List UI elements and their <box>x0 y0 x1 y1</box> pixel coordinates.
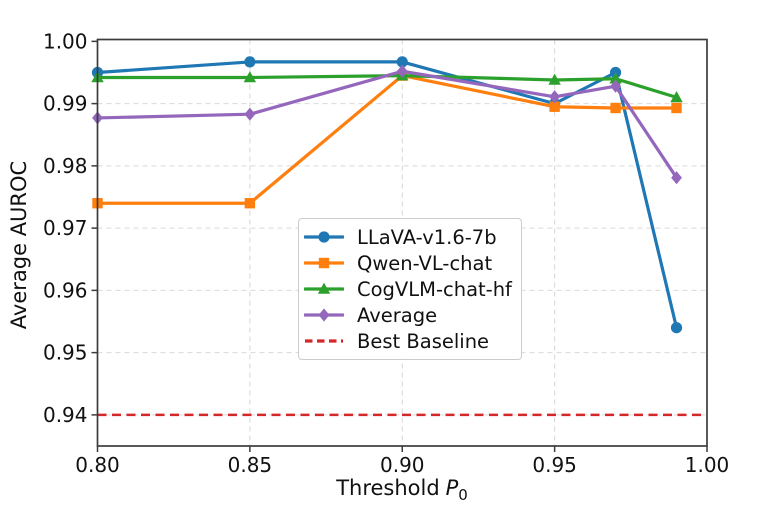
x-tick-label: 1.00 <box>685 453 730 477</box>
x-tick-label: 0.85 <box>228 453 273 477</box>
marker-triangle <box>317 282 331 294</box>
y-tick-label: 0.97 <box>43 216 88 240</box>
marker-diamond <box>671 171 682 185</box>
legend-swatch-cogvlm <box>304 282 344 294</box>
legend-swatch-average <box>304 308 344 322</box>
legend-item-cogvlm: CogVLM-chat-hf <box>304 276 512 302</box>
legend-label-best-baseline: Best Baseline <box>357 329 490 353</box>
x-tick-label: 0.90 <box>380 453 425 477</box>
marker-triangle <box>670 90 683 103</box>
marker-square <box>549 101 560 112</box>
marker-circle <box>396 56 408 68</box>
marker-circle <box>670 322 683 334</box>
x-axis-label-text: Threshold <box>336 476 440 500</box>
marker-square <box>671 102 682 114</box>
marker-diamond <box>244 107 256 121</box>
legend-swatch-best-baseline <box>305 339 343 343</box>
legend-label-llava: LLaVA-v1.6-7b <box>357 225 497 249</box>
marker-triangle <box>243 71 257 83</box>
marker-diamond <box>610 79 621 93</box>
series-Average <box>92 64 682 185</box>
marker-square <box>318 257 330 269</box>
y-axis-label: Average AUROC <box>7 160 31 330</box>
x-axis-label-variable: P <box>445 476 459 500</box>
marker-diamond <box>318 308 330 322</box>
legend-swatch-qwen <box>304 257 344 269</box>
x-axis-label-subscript: 0 <box>458 486 468 505</box>
marker-circle <box>318 231 330 243</box>
y-tick-label: 0.95 <box>43 341 88 365</box>
legend-label-qwen: Qwen-VL-chat <box>357 251 493 275</box>
marker-diamond <box>549 90 561 104</box>
legend-label-cogvlm: CogVLM-chat-hf <box>357 277 512 301</box>
marker-square <box>244 198 256 209</box>
x-tick-label: 0.80 <box>75 453 120 477</box>
y-tick-label: 1.00 <box>43 29 88 53</box>
marker-triangle <box>548 73 561 85</box>
legend-item-average: Average <box>304 302 512 328</box>
x-axis-label: Threshold P0 <box>252 476 552 504</box>
series-line <box>95 74 679 99</box>
legend-item-best-baseline: Best Baseline <box>304 328 512 354</box>
legend: LLaVA-v1.6-7b Qwen-VL-chat CogVLM-chat-h… <box>298 218 522 360</box>
legend-item-llava: LLaVA-v1.6-7b <box>304 224 512 250</box>
y-tick-label: 0.94 <box>43 403 88 427</box>
series-line <box>95 74 679 205</box>
legend-swatch-llava <box>304 231 344 243</box>
legend-label-average: Average <box>357 303 438 327</box>
marker-triangle <box>609 72 622 84</box>
legend-item-qwen: Qwen-VL-chat <box>304 250 512 276</box>
series-line <box>95 69 679 180</box>
y-tick-label: 0.99 <box>43 92 88 116</box>
marker-circle <box>244 56 256 68</box>
y-tick-label: 0.98 <box>43 154 88 178</box>
x-tick-label: 0.95 <box>532 453 577 477</box>
marker-square <box>610 102 621 114</box>
y-tick-label: 0.96 <box>43 278 88 302</box>
marker-diamond <box>396 64 408 78</box>
